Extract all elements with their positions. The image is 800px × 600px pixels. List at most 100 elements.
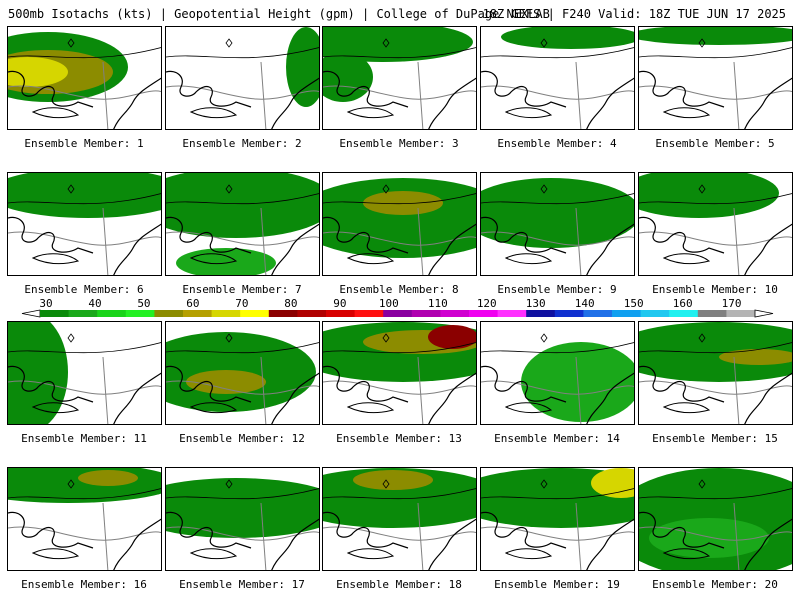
colorbar-segment [240,310,270,317]
ensemble-member-label: Ensemble Member: 5 [655,137,775,150]
location-marker [540,333,548,343]
state-border [323,85,476,100]
isotach-shading [8,57,68,87]
ensemble-map-panel [638,172,793,276]
location-marker [67,333,75,343]
state-border [323,526,476,541]
isotach-map [323,468,476,570]
height-contour [481,193,634,205]
ensemble-map-panel [480,26,635,130]
state-border [102,356,109,424]
location-marker [225,479,233,489]
location-marker [225,333,233,343]
ensemble-map-panel [480,172,635,276]
ensemble-member-label: Ensemble Member: 10 [652,283,778,296]
ensemble-member-label: Ensemble Member: 3 [339,137,459,150]
state-border [166,231,319,246]
colorbar-segment [669,310,699,317]
state-border [417,207,424,275]
isotach-map [166,478,319,570]
isotach-shading [639,173,779,218]
coastline [323,511,476,570]
isotach-map [323,178,476,275]
colorbar-tick-label: 100 [378,297,399,310]
isotach-map [481,178,634,275]
coastline [166,511,319,570]
state-border [575,61,582,129]
height-contour [8,342,161,354]
isotach-shading [8,322,68,424]
coastline [323,216,476,275]
colorbar-tick-label: 50 [137,297,151,310]
lake-outline [662,107,711,119]
height-contour [639,47,792,59]
colorbar-segment [125,310,155,317]
lake-outline [31,548,80,560]
location-marker [225,38,233,48]
state-border [323,380,476,395]
state-border [8,85,161,100]
state-border [481,231,634,246]
state-border [260,356,267,424]
ensemble-member-label: Ensemble Member: 9 [497,283,617,296]
lake-outline [189,402,238,414]
ensemble-map-panel [7,172,162,276]
ensemble-map-panel [322,321,477,425]
height-contour [481,488,634,500]
isotach-shading [639,27,792,45]
state-border [323,231,476,246]
state-border [575,356,582,424]
state-border [417,356,424,424]
isotach-shading [323,52,373,102]
isotach-shading [166,173,319,238]
isotach-map [323,322,476,424]
height-contour [166,47,319,59]
state-border [639,231,792,246]
location-marker [540,38,548,48]
isotach-shading [481,178,634,248]
colorbar-tick-label: 140 [574,297,595,310]
colorbar-tick-label: 90 [333,297,347,310]
lake-outline [504,107,553,119]
state-border [102,502,109,570]
colorbar-tick-label: 70 [235,297,249,310]
state-border [166,85,319,100]
state-border [575,207,582,275]
isotach-map [8,322,161,424]
coastline [323,365,476,424]
height-contour [166,193,319,205]
colorbar-segment [697,310,727,317]
isotach-shading [428,325,476,349]
colorbar-tick-label: 120 [476,297,497,310]
height-contour [323,342,476,354]
colorbar-segment [211,310,241,317]
ensemble-member-label: Ensemble Member: 4 [497,137,617,150]
height-contour [8,47,161,59]
colorbar-segment [183,310,213,317]
isotach-map [323,27,476,129]
colorbar-segment [583,310,613,317]
colorbar-segment [411,310,441,317]
state-border [102,207,109,275]
isotach-shading [323,178,476,258]
coastline [8,216,161,275]
colorbar-segment [612,310,642,317]
colorbar-segment [154,310,184,317]
coastline [166,365,319,424]
isotach-map [481,468,634,570]
state-border [8,231,161,246]
colorbar-segment [469,310,499,317]
lake-outline [346,402,395,414]
coastline [639,216,792,275]
isotach-map [166,27,319,129]
isotach-map [639,27,792,129]
lake-outline [346,253,395,265]
coastline [323,70,476,129]
state-border [260,207,267,275]
colorbar-segment [554,310,584,317]
colorbar-tick-label: 160 [672,297,693,310]
colorbar-segment [68,310,98,317]
colorbar-segment [268,310,298,317]
coastline [8,70,161,129]
height-contour [639,342,792,354]
